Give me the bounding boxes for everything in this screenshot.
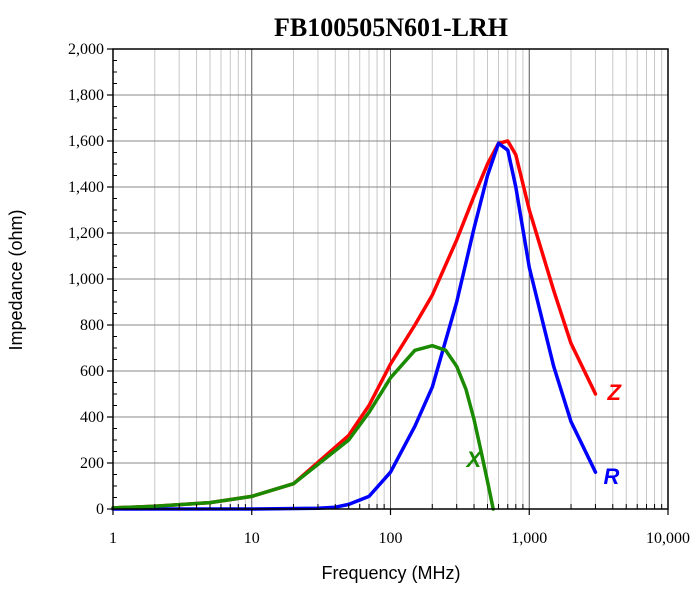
y-tick-label: 200 <box>80 455 104 472</box>
x-tick-label: 100 <box>379 530 403 547</box>
y-tick-label: 1,200 <box>68 225 104 242</box>
y-tick-label: 0 <box>96 501 104 518</box>
x-tick-label: 10,000 <box>646 530 690 547</box>
series-label-z: Z <box>606 380 622 405</box>
y-tick-label: 400 <box>80 409 104 426</box>
y-tick-label: 1,600 <box>68 133 104 150</box>
x-axis-label: Frequency (MHz) <box>321 563 460 583</box>
y-tick-label: 1,000 <box>68 271 104 288</box>
y-tick-label: 1,800 <box>68 87 104 104</box>
y-tick-label: 2,000 <box>68 41 104 58</box>
y-axis-label: Impedance (ohm) <box>6 209 26 350</box>
y-tick-label: 1,400 <box>68 179 104 196</box>
y-tick-labels: 0 200 400 600 800 1,000 1,200 1,400 1,600 1,800 2,… <box>68 41 104 518</box>
series-labels: Z R X <box>465 380 623 489</box>
x-tick-label: 1 <box>109 530 117 547</box>
y-tick-label: 800 <box>80 317 104 334</box>
series-label-r: R <box>603 464 619 489</box>
x-tick-label: 10 <box>244 530 260 547</box>
chart-title: FB100505N601-LRH <box>274 13 508 42</box>
x-tick-labels: 1 10 100 1,000 10,000 <box>109 530 690 547</box>
series-line-x <box>111 343 495 511</box>
x-tick-label: 1,000 <box>511 530 547 547</box>
series-label-x: X <box>465 447 483 472</box>
axis-tick-marks <box>107 48 669 515</box>
y-tick-label: 600 <box>80 363 104 380</box>
